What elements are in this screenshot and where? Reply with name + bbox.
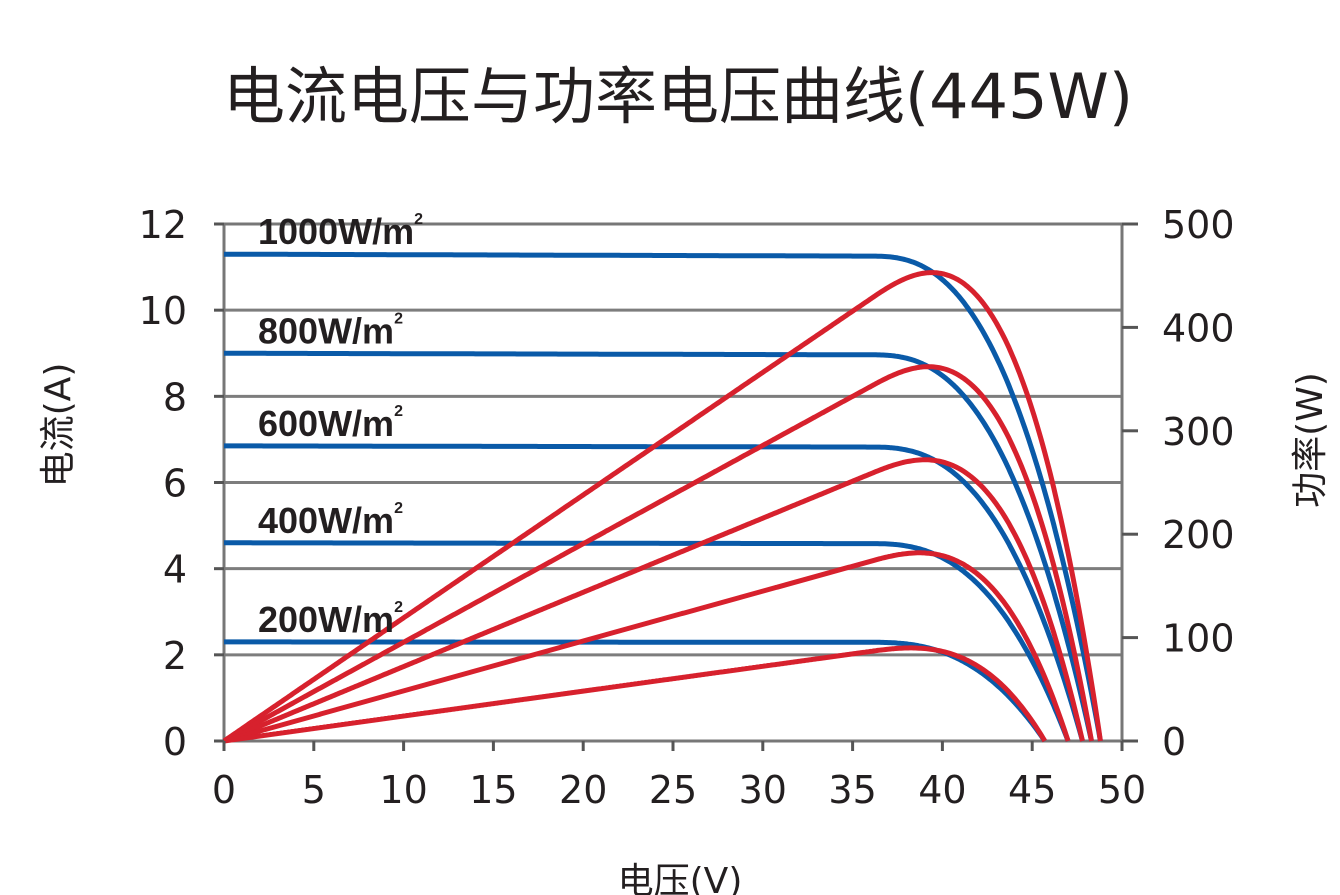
power-curve xyxy=(223,550,1071,744)
power-curve xyxy=(223,457,1085,744)
series-labels: 1000W/m2 800W/m2 600W/m2 400W/m2 200W/m2 xyxy=(258,211,423,640)
series-label: 800W/m2 xyxy=(258,310,403,351)
grid xyxy=(224,222,1122,743)
power-curve xyxy=(223,645,1047,744)
y2-tick-label: 500 xyxy=(1162,203,1235,247)
x-tick-label: 15 xyxy=(469,768,517,812)
power-curves xyxy=(222,270,1103,744)
x-tick-label: 40 xyxy=(918,768,966,812)
y-tick-label: 4 xyxy=(163,548,187,592)
y-tick-label: 12 xyxy=(139,203,187,247)
x-tick-label: 20 xyxy=(559,768,607,812)
series-label: 400W/m2 xyxy=(258,500,403,541)
current-curve xyxy=(223,251,1103,742)
x-tick-label: 50 xyxy=(1098,768,1146,812)
x-tick-label: 35 xyxy=(828,768,876,812)
current-curve xyxy=(223,639,1047,743)
x-tick-label: 25 xyxy=(649,768,697,812)
y-tick-label: 10 xyxy=(139,289,187,333)
y-tick-label: 0 xyxy=(163,720,187,764)
series-label: 1000W/m2 xyxy=(258,211,423,252)
y-tick-label: 6 xyxy=(163,462,187,506)
x-tick-label: 10 xyxy=(379,768,427,812)
x-axis: 0 5 10 15 20 25 30 35 40 45 50 xyxy=(212,741,1146,812)
series-label: 200W/m2 xyxy=(258,599,403,640)
current-curve xyxy=(223,350,1094,742)
power-curve xyxy=(222,364,1094,744)
series-label: 600W/m2 xyxy=(258,403,403,444)
x-tick-label: 0 xyxy=(212,768,236,812)
x-axis-title: 电压(V) xyxy=(618,861,743,895)
y2-tick-label: 200 xyxy=(1162,513,1235,557)
y2-tick-label: 0 xyxy=(1162,720,1186,764)
y-axis-title: 电流(A) xyxy=(38,363,79,488)
power-curve xyxy=(222,270,1103,744)
y2-tick-label: 100 xyxy=(1162,617,1235,661)
y-tick-label: 2 xyxy=(163,634,187,678)
y2-tick-label: 400 xyxy=(1162,306,1235,350)
current-curve xyxy=(223,443,1085,742)
x-tick-label: 45 xyxy=(1008,768,1056,812)
y2-tick-label: 300 xyxy=(1162,410,1235,454)
chart-title: 电流电压与功率电压曲线(445W) xyxy=(223,60,1133,133)
y2-axis-title: 功率(W) xyxy=(1290,372,1331,508)
x-tick-label: 5 xyxy=(302,768,326,812)
y-tick-label: 8 xyxy=(163,375,187,419)
y-axis-right: 0 100 200 300 400 500 xyxy=(1122,203,1235,764)
x-tick-label: 30 xyxy=(739,768,787,812)
y-axis-left: 0 2 4 6 8 10 12 xyxy=(139,203,224,764)
